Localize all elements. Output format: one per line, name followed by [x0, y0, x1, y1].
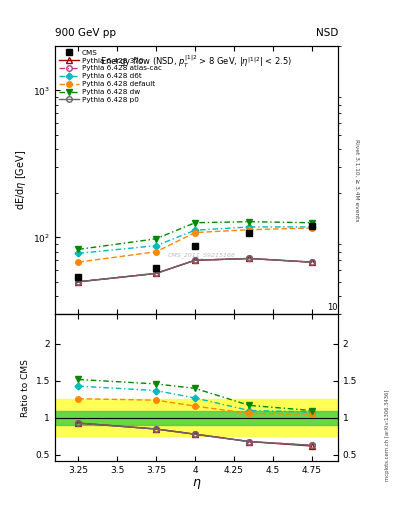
Line: Pythia 6.428 atlas-cac: Pythia 6.428 atlas-cac [75, 255, 314, 285]
Pythia 6.428 d6t [193, 227, 197, 233]
Pythia 6.428 370 [154, 270, 158, 276]
Text: NSD: NSD [316, 28, 338, 38]
Pythia 6.428 dw [193, 220, 197, 226]
Pythia 6.428 default [309, 225, 314, 231]
Pythia 6.428 atlas-cac [309, 259, 314, 265]
Pythia 6.428 370 [193, 257, 197, 263]
CMS [309, 223, 314, 229]
Pythia 6.428 p0 [154, 270, 158, 276]
CMS [247, 229, 252, 236]
Pythia 6.428 dw [76, 246, 81, 252]
Y-axis label: Rivet 3.1.10, ≥ 3.4M events: Rivet 3.1.10, ≥ 3.4M events [354, 139, 359, 222]
CMS [193, 243, 197, 249]
Pythia 6.428 p0 [247, 255, 252, 262]
Line: Pythia 6.428 default: Pythia 6.428 default [75, 225, 314, 265]
Text: mcplots.cern.ch [arXiv:1306.3436]: mcplots.cern.ch [arXiv:1306.3436] [385, 390, 390, 481]
Pythia 6.428 atlas-cac [76, 279, 81, 285]
Pythia 6.428 d6t [76, 250, 81, 257]
Line: Pythia 6.428 370: Pythia 6.428 370 [75, 255, 315, 285]
Text: Energy flow (NSD, $p_T^{|1|2}$ > 8 GeV, $|\eta^{|1|2}|$ < 2.5): Energy flow (NSD, $p_T^{|1|2}$ > 8 GeV, … [100, 54, 293, 70]
Text: CMS_2011_S9215166: CMS_2011_S9215166 [168, 252, 236, 258]
Line: Pythia 6.428 p0: Pythia 6.428 p0 [75, 255, 314, 285]
Pythia 6.428 default [154, 249, 158, 255]
Pythia 6.428 p0 [76, 279, 81, 285]
CMS [76, 274, 81, 280]
Pythia 6.428 p0 [309, 259, 314, 265]
X-axis label: $\eta$: $\eta$ [192, 477, 201, 492]
Pythia 6.428 d6t [309, 224, 314, 230]
Pythia 6.428 atlas-cac [154, 270, 158, 276]
CMS [154, 265, 158, 271]
Pythia 6.428 d6t [154, 243, 158, 249]
Pythia 6.428 default [76, 259, 81, 265]
Y-axis label: dE/d$\eta$ [GeV]: dE/d$\eta$ [GeV] [14, 150, 28, 210]
Pythia 6.428 370 [247, 255, 252, 262]
Pythia 6.428 dw [247, 219, 252, 225]
Text: 10: 10 [327, 303, 338, 312]
Pythia 6.428 default [247, 227, 252, 233]
Bar [55, 399, 338, 436]
Pythia 6.428 p0 [193, 257, 197, 263]
Line: Pythia 6.428 dw: Pythia 6.428 dw [75, 218, 315, 253]
Pythia 6.428 370 [309, 259, 314, 265]
Pythia 6.428 default [193, 229, 197, 236]
Pythia 6.428 atlas-cac [247, 255, 252, 262]
Pythia 6.428 d6t [247, 224, 252, 230]
Text: 900 GeV pp: 900 GeV pp [55, 28, 116, 38]
Bar [55, 411, 338, 425]
Pythia 6.428 dw [154, 236, 158, 242]
Pythia 6.428 atlas-cac [193, 257, 197, 263]
Pythia 6.428 dw [309, 220, 314, 226]
Pythia 6.428 370 [76, 279, 81, 285]
Line: CMS: CMS [75, 223, 315, 280]
Y-axis label: Ratio to CMS: Ratio to CMS [21, 359, 30, 417]
Legend: CMS, Pythia 6.428 370, Pythia 6.428 atlas-cac, Pythia 6.428 d6t, Pythia 6.428 de: CMS, Pythia 6.428 370, Pythia 6.428 atla… [57, 48, 163, 104]
Line: Pythia 6.428 d6t: Pythia 6.428 d6t [76, 224, 314, 256]
